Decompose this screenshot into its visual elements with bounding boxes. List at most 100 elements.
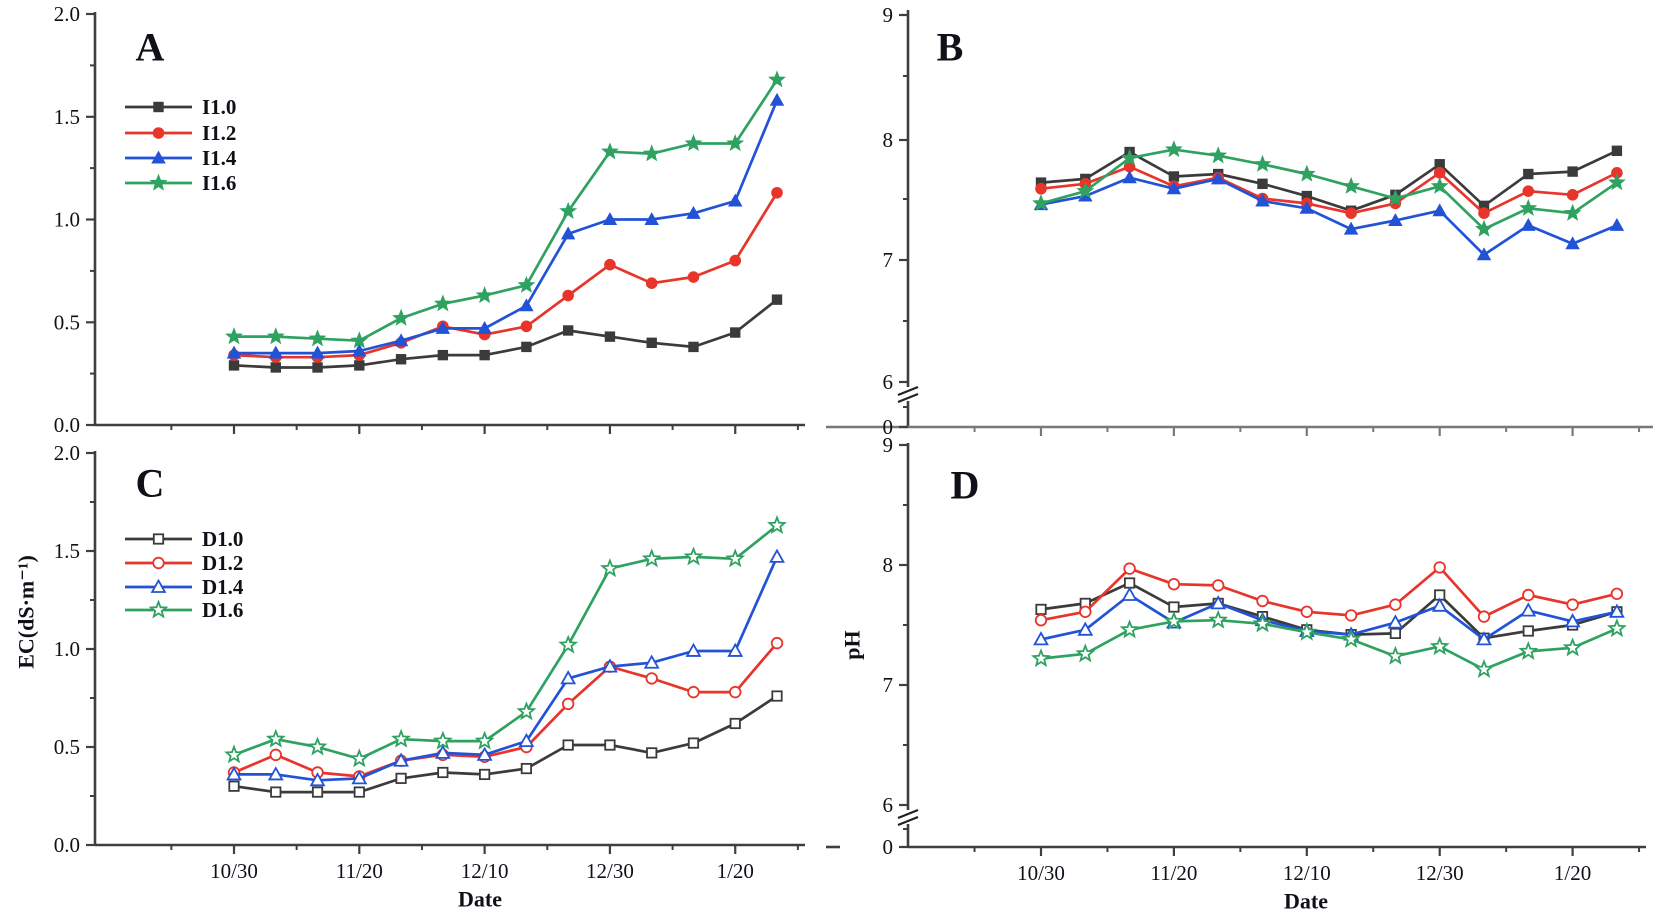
series-marker-D1.4 xyxy=(1520,602,1537,617)
series-marker-I1.2 xyxy=(1035,182,1047,195)
legend-label-I1.6: I1.6 xyxy=(202,171,236,195)
series-marker-I1.0 xyxy=(1168,171,1180,182)
series-line-I1.4 xyxy=(234,99,779,355)
series-marker-D1.0 xyxy=(395,772,407,784)
series-marker-D1.6 xyxy=(1119,619,1140,639)
series-line-D1.4 xyxy=(1040,593,1618,641)
series-marker-D1.4 xyxy=(1077,621,1094,636)
series-marker-D1.0 xyxy=(687,737,700,749)
series-marker-D1.6 xyxy=(391,728,412,748)
x-tick-label: 12/10 xyxy=(1283,861,1331,885)
series-line-D1.2 xyxy=(1040,566,1618,622)
series-marker-D1.0 xyxy=(311,786,324,798)
series-marker-D1.4 xyxy=(1476,631,1492,646)
panel-B: 9 8 7 6 0 B xyxy=(826,3,1653,437)
y-tick-label: 2.0 xyxy=(54,441,80,465)
y-axis-title: pH xyxy=(840,630,865,659)
series-marker-D1.6 xyxy=(1518,640,1539,660)
series-marker-D1.2 xyxy=(1433,561,1446,574)
series-D1.6 xyxy=(1031,609,1627,678)
series-marker-I1.6 xyxy=(1342,176,1361,194)
series-marker-D1.4 xyxy=(727,642,744,657)
series-marker-D1.6 xyxy=(349,748,370,768)
series-marker-I1.4 xyxy=(727,193,743,207)
panel-letter: C xyxy=(136,461,165,506)
series-marker-D1.4 xyxy=(1387,614,1404,629)
series-marker-I1.0 xyxy=(395,354,407,365)
series-marker-I1.0 xyxy=(1567,166,1578,177)
series-marker-D1.6 xyxy=(1606,618,1627,638)
series-marker-I1.4 xyxy=(1210,171,1226,185)
series-marker-I1.4 xyxy=(519,298,534,312)
series-marker-D1.6 xyxy=(1341,628,1362,648)
series-marker-I1.6 xyxy=(1386,189,1405,207)
axis-break-mark xyxy=(897,385,919,397)
series-marker-D1.0 xyxy=(270,786,282,798)
series-marker-D1.2 xyxy=(1079,605,1092,619)
legend-label-I1.0: I1.0 xyxy=(202,95,236,119)
panel-b-ph-irrigation-chart: 9 8 7 6 0 B xyxy=(826,3,1653,437)
series-marker-I1.2 xyxy=(771,186,783,199)
series-marker-D1.6 xyxy=(1075,643,1096,663)
y-tick-label: 1.5 xyxy=(54,539,80,563)
y-tick-label: 1.0 xyxy=(54,208,80,232)
series-marker-I1.6 xyxy=(559,201,578,219)
series-marker-D1.4 xyxy=(309,772,326,787)
series-marker-D1.2 xyxy=(1167,577,1181,591)
series-D1.2 xyxy=(227,636,784,783)
series-marker-I1.6 xyxy=(225,327,243,345)
panel-C: 0.0 0.5 1.0 1.5 2.0 10/30 11/20 12/10 12/30 1/20 D… xyxy=(14,441,805,912)
series-D1.4 xyxy=(226,548,785,787)
series-marker-I1.2 xyxy=(1433,167,1446,179)
series-marker-I1.0 xyxy=(730,327,741,338)
series-marker-D1.6 xyxy=(683,546,704,566)
legend-marker-D1.6 xyxy=(148,599,169,619)
series-marker-D1.6 xyxy=(307,736,328,756)
series-marker-D1.0 xyxy=(437,766,449,779)
series-marker-I1.0 xyxy=(1611,145,1623,156)
series-D1.2 xyxy=(1034,561,1624,627)
x-tick-label: 1/20 xyxy=(717,859,754,883)
series-marker-I1.2 xyxy=(1478,207,1490,219)
series-I1.4 xyxy=(226,92,785,359)
series-marker-D1.0 xyxy=(228,780,240,792)
series-marker-I1.0 xyxy=(771,294,783,305)
legend-marker-D1.2 xyxy=(152,556,165,570)
x-tick-label: 11/20 xyxy=(1150,861,1197,885)
series-marker-I1.0 xyxy=(312,362,323,373)
series-marker-D1.2 xyxy=(770,636,784,650)
series-marker-I1.0 xyxy=(562,325,574,336)
series-marker-D1.4 xyxy=(226,766,242,781)
series-marker-I1.4 xyxy=(477,320,492,334)
series-marker-I1.0 xyxy=(354,360,365,371)
series-marker-I1.6 xyxy=(1608,173,1626,191)
series-marker-I1.2 xyxy=(520,320,533,333)
series-marker-D1.0 xyxy=(646,747,658,759)
series-marker-I1.4 xyxy=(352,343,367,357)
series-marker-D1.6 xyxy=(558,634,579,654)
y-tick-label: 8 xyxy=(883,553,894,577)
series-marker-I1.4 xyxy=(1343,221,1359,235)
series-line-D1.2 xyxy=(233,642,779,778)
series-line-I1.6 xyxy=(234,79,779,343)
series-I1.6 xyxy=(225,70,786,349)
series-marker-D1.4 xyxy=(1033,631,1049,646)
series-marker-D1.6 xyxy=(1562,637,1583,657)
x-tick-label: 11/20 xyxy=(336,859,383,883)
series-marker-I1.0 xyxy=(688,341,699,353)
series-marker-I1.2 xyxy=(1345,207,1357,219)
x-tick-label: 12/10 xyxy=(461,859,509,883)
series-marker-D1.2 xyxy=(645,672,658,685)
y-tick-label: 0.5 xyxy=(54,310,80,334)
series-marker-D1.4 xyxy=(560,670,577,685)
y-tick-label: 0.5 xyxy=(54,735,80,759)
panel-d-ph-drainage-chart: 9 8 7 6 0 10/30 11/20 12/10 12/30 1/20 Date pH D xyxy=(826,437,1646,913)
series-marker-I1.4 xyxy=(1521,217,1536,231)
panel-letter: D xyxy=(951,463,980,508)
series-marker-I1.4 xyxy=(1299,200,1315,214)
axis-break-gap xyxy=(899,810,917,824)
series-marker-I1.4 xyxy=(769,92,785,106)
series-marker-D1.4 xyxy=(1431,597,1448,612)
legend: I1.0I1.2I1.4I1.6 xyxy=(125,95,237,195)
series-marker-D1.4 xyxy=(769,548,785,563)
